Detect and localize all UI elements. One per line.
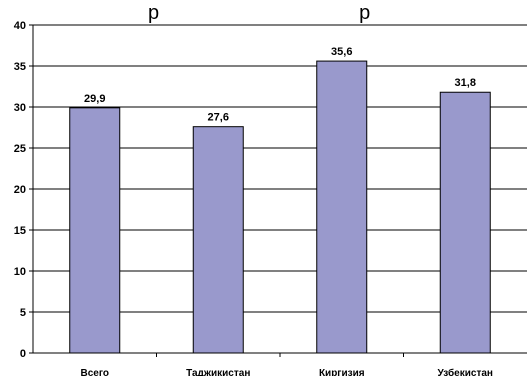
y-tick-label: 25 (14, 143, 26, 155)
bar (316, 60, 368, 354)
bar (69, 107, 121, 354)
y-tick-label: 20 (14, 184, 26, 196)
category-labels: Всего Таджикистан Киргизия Узбекистан (81, 367, 493, 376)
y-tick-label: 10 (14, 266, 26, 278)
data-labels: 29,9 27,6 35,6 31,8 (84, 46, 476, 124)
y-tick-label: 5 (20, 307, 26, 319)
category-label: Узбекистан (438, 367, 493, 376)
y-tick-label: 40 (14, 20, 26, 32)
y-tick-label: 15 (14, 225, 26, 237)
bar (192, 126, 244, 354)
data-label: 35,6 (331, 46, 352, 58)
bars (69, 60, 491, 354)
y-tick-label: 0 (20, 348, 26, 360)
x-axis (33, 352, 527, 357)
data-label: 29,9 (84, 93, 105, 105)
category-label: Таджикистан (186, 368, 250, 376)
y-tick-label: 35 (14, 61, 26, 73)
chart-title-fragment: р р (148, 2, 370, 24)
category-label: Киргизия (319, 368, 365, 376)
category-label: Всего (81, 368, 110, 376)
y-tick-label: 30 (14, 102, 26, 114)
data-label: 31,8 (455, 77, 476, 89)
y-axis: 0 5 10 15 20 25 30 35 40 (14, 20, 34, 360)
bar (439, 91, 491, 354)
data-label: 27,6 (208, 112, 229, 124)
